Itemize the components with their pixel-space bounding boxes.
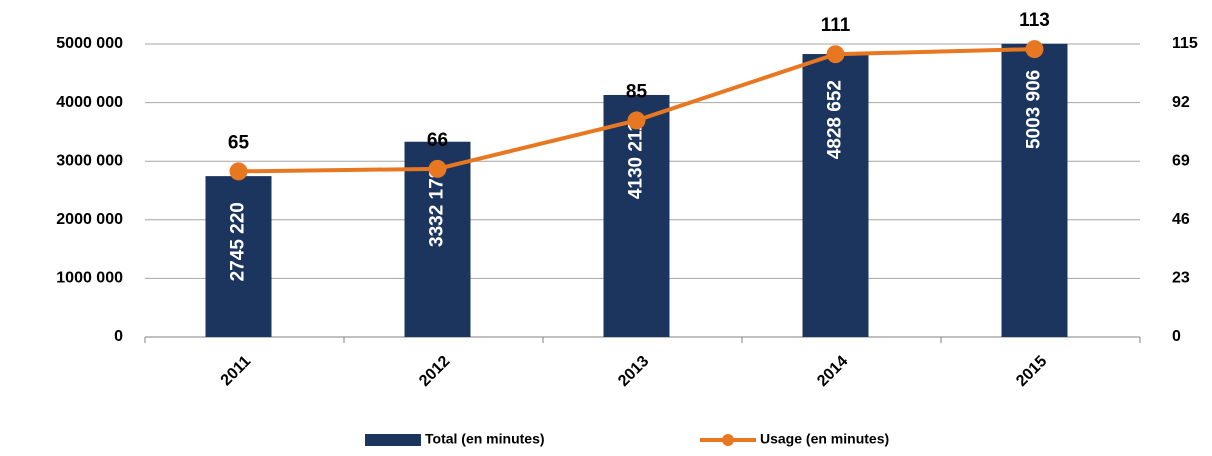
line-marker (229, 162, 248, 181)
line-value-label: 65 (228, 132, 250, 153)
y-tick-label: 4000 000 (56, 94, 123, 111)
y2-tick-label: 92 (1172, 94, 1190, 111)
line-value-label: 111 (821, 15, 851, 36)
legend-label: Total (en minutes) (425, 431, 545, 447)
bar-value-label: 5003 906 (1024, 70, 1045, 149)
bar-value-label: 4828 652 (825, 80, 846, 159)
legend-marker (722, 434, 734, 446)
line-value-label: 113 (1019, 10, 1050, 31)
x-tick-label: 2013 (615, 353, 652, 390)
bar-value-label: 4130 211 (626, 121, 647, 200)
bar (603, 94, 670, 337)
legend-label: Usage (en minutes) (760, 431, 889, 447)
y-tick-label: 5000 000 (56, 35, 123, 52)
x-tick-label: 2014 (814, 353, 851, 390)
x-tick-label: 2011 (218, 353, 255, 390)
legend-swatch (365, 434, 421, 446)
y-tick-label: 0 (114, 328, 123, 345)
bar-value-label: 3332 178 (427, 168, 448, 247)
x-tick-label: 2012 (416, 353, 453, 390)
y-tick-label: 3000 000 (56, 152, 123, 169)
line-marker (428, 159, 447, 178)
line-marker (1025, 40, 1044, 59)
y2-tick-label: 69 (1172, 152, 1190, 169)
y2-tick-label: 115 (1172, 35, 1198, 52)
bar (802, 54, 869, 338)
y-tick-label: 1000 000 (56, 270, 123, 287)
bar (1001, 43, 1068, 337)
y2-tick-label: 46 (1172, 211, 1190, 228)
line-marker (826, 45, 845, 64)
y-tick-label: 2000 000 (56, 211, 123, 228)
y2-tick-label: 0 (1172, 328, 1181, 345)
line-value-label: 85 (626, 81, 648, 102)
bar (205, 176, 272, 337)
bar-value-label: 2745 220 (228, 202, 249, 281)
line-value-label: 66 (427, 130, 448, 151)
y2-tick-label: 23 (1172, 270, 1190, 287)
x-tick-label: 2015 (1013, 353, 1050, 390)
line-marker (627, 111, 646, 130)
